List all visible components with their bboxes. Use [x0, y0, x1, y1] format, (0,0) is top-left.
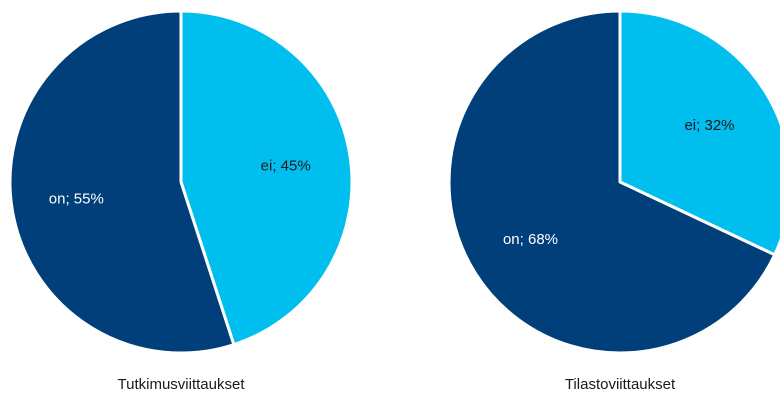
pie-slice-ei [179, 9, 354, 347]
pie-chart-tutkimusviittaukset: Tutkimusviittaukset ei; 45% on; 55% [8, 9, 354, 393]
pie-chart-tilastoviittaukset: Tilastoviittaukset ei; 32% on; 68% [447, 9, 780, 393]
chart-title: Tilastoviittaukset [565, 376, 676, 393]
slice-label-on: on; 55% [49, 191, 104, 208]
pie-slice-on [447, 9, 777, 355]
slice-label-on: on; 68% [503, 231, 558, 248]
pie-slice-on [8, 9, 236, 355]
slice-label-ei: ei; 32% [684, 117, 734, 134]
chart-title: Tutkimusviittaukset [118, 376, 246, 393]
slice-label-ei: ei; 45% [261, 157, 311, 174]
pie-slice-ei [618, 9, 780, 257]
